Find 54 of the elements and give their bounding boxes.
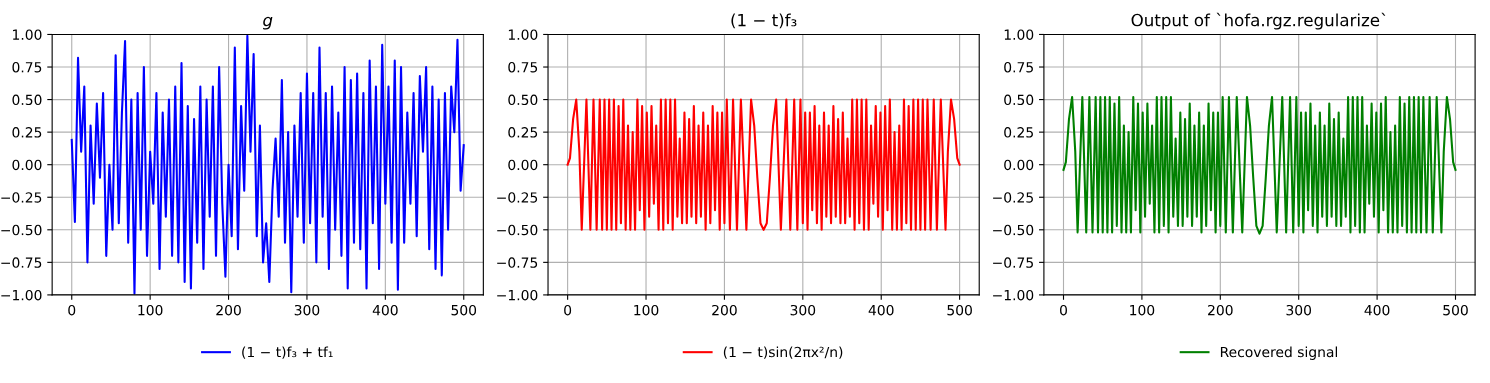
x-tick-label: 200 <box>216 304 241 316</box>
x-tick-label: 100 <box>1130 304 1155 316</box>
y-tick-label: 0.00 <box>508 159 538 171</box>
y-tick-label: −0.75 <box>993 257 1033 268</box>
y-tick-label: −0.25 <box>497 192 538 203</box>
y-tick-label: −1.00 <box>497 289 538 301</box>
y-tick-label: 0.25 <box>1004 127 1033 138</box>
x-tick-label: 500 <box>1443 304 1468 316</box>
x-tick-label: 500 <box>947 304 972 316</box>
y-tick-label: 1.00 <box>508 29 538 40</box>
y-tick-label: −1.00 <box>993 289 1034 301</box>
y-tick-label: 1.00 <box>13 29 42 40</box>
x-tick-label: 0 <box>1060 304 1067 316</box>
y-tick-label: −0.25 <box>993 192 1033 203</box>
x-tick-label: 300 <box>790 304 816 316</box>
y-tick-label: −0.75 <box>497 257 538 268</box>
line-series <box>70 34 465 295</box>
x-tick-label: 200 <box>712 304 737 316</box>
legend-label: (1 − t)f₃ + tf₁ <box>242 346 333 359</box>
y-tick-label: 1.00 <box>1004 29 1034 40</box>
y-tick-label: 0.25 <box>508 127 538 138</box>
y-tick-label: 0.50 <box>508 94 538 106</box>
line-series <box>566 98 961 231</box>
y-tick-label: −0.50 <box>1 224 42 236</box>
y-tick-label: 0.75 <box>12 61 42 73</box>
x-tick-label: 400 <box>372 304 398 316</box>
x-tick-label: 400 <box>1364 304 1390 316</box>
legend-label: (1 − t)sin(2πx²/n) <box>723 346 843 359</box>
y-tick-label: 0.00 <box>1004 159 1034 171</box>
y-tick-label: −0.50 <box>497 224 538 236</box>
x-tick-label: 0 <box>68 304 76 316</box>
y-tick-label: 0.75 <box>1004 61 1033 73</box>
line-series <box>1062 95 1457 235</box>
y-tick-label: 0.75 <box>508 61 538 73</box>
y-tick-label: −0.50 <box>993 224 1034 236</box>
x-tick-label: 200 <box>1208 304 1233 316</box>
chart-title: (1 − t)f₃ <box>731 13 797 29</box>
x-tick-label: 500 <box>451 304 477 316</box>
y-tick-label: 0.50 <box>12 94 42 106</box>
y-tick-label: 0.00 <box>12 159 42 171</box>
chart-title: Output of `hofa.rgz.regularize` <box>1131 12 1386 30</box>
y-tick-label: −0.75 <box>1 257 42 268</box>
x-tick-label: 0 <box>564 304 572 316</box>
x-tick-label: 300 <box>1286 304 1312 316</box>
y-tick-label: 0.50 <box>1004 94 1034 106</box>
y-tick-label: 0.25 <box>12 127 42 138</box>
chart-title: g <box>262 16 273 30</box>
x-tick-label: 400 <box>868 304 894 316</box>
y-tick-label: −1.00 <box>1 289 42 301</box>
x-tick-label: 300 <box>294 304 320 316</box>
x-tick-label: 100 <box>138 304 163 316</box>
y-tick-label: −0.25 <box>1 192 42 203</box>
legend-label: Recovered signal <box>1220 346 1337 360</box>
x-tick-label: 100 <box>634 304 659 316</box>
